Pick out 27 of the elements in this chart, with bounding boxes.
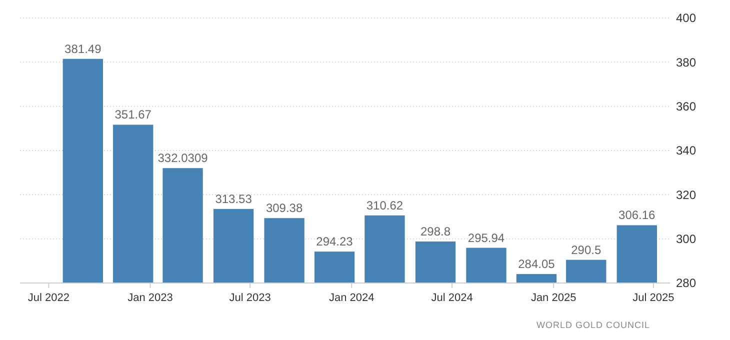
data-label: 295.94 xyxy=(468,230,505,245)
y-tick-label: 400 xyxy=(676,11,696,26)
data-label: 306.16 xyxy=(618,208,656,222)
y-tick-label: 300 xyxy=(676,232,696,246)
data-label: 351.67 xyxy=(114,108,152,122)
y-tick-label: 340 xyxy=(676,144,696,158)
x-tick-label: Jul 2024 xyxy=(431,292,473,304)
y-tick-label: 360 xyxy=(676,100,696,114)
data-label: 284.05 xyxy=(518,257,556,272)
data-label: 310.62 xyxy=(366,198,404,212)
data-label: 290.5 xyxy=(571,242,602,257)
data-label: 294.23 xyxy=(316,234,354,249)
x-tick-label: Jul 2025 xyxy=(632,292,674,304)
data-label: 313.53 xyxy=(215,192,252,206)
x-tick-label: Jul 2023 xyxy=(229,292,271,304)
y-tick-label: 280 xyxy=(676,276,696,290)
y-tick-label: 320 xyxy=(676,188,696,202)
data-label: 381.49 xyxy=(64,42,102,56)
x-tick-label: Jan 2024 xyxy=(328,292,374,304)
data-label: 309.38 xyxy=(266,201,303,216)
x-tick-label: Jan 2025 xyxy=(530,292,576,304)
text: WORLD GOLD COUNCIL xyxy=(536,320,650,330)
x-tick-label: Jul 2022 xyxy=(28,292,70,304)
data-label: 298.8 xyxy=(420,224,451,238)
data-label: 332.0309 xyxy=(158,151,208,166)
x-tick-label: Jan 2023 xyxy=(128,292,173,304)
y-tick-label: 380 xyxy=(676,55,696,70)
